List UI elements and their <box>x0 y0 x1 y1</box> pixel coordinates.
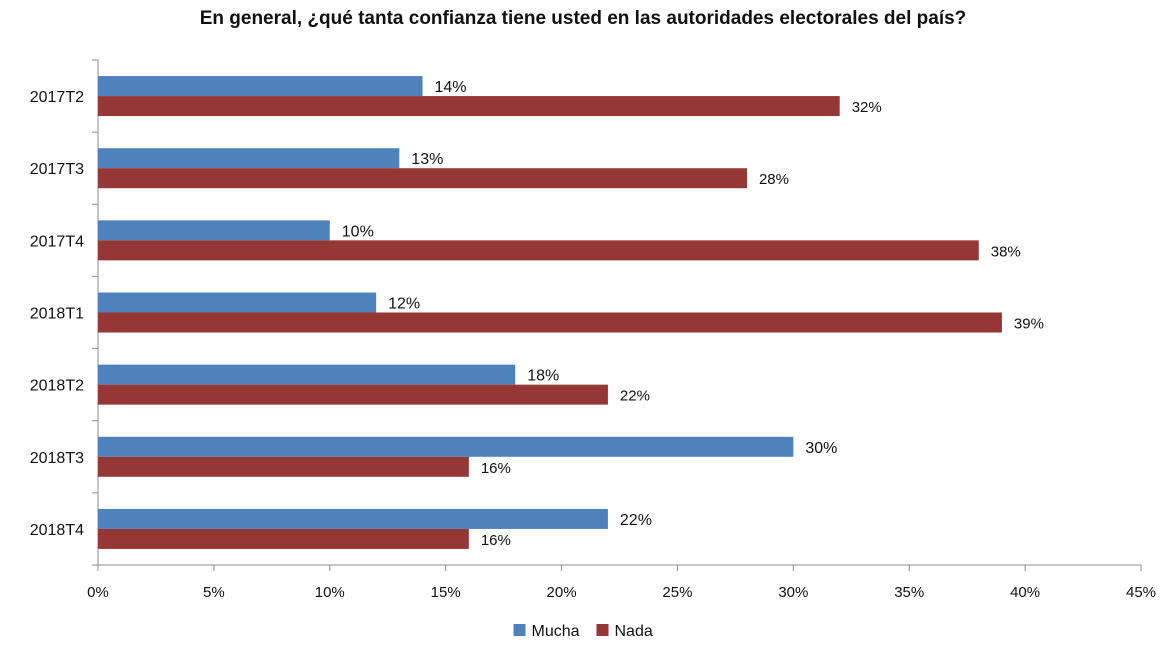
data-label-mucha: 13% <box>411 151 443 168</box>
x-tick-label: 40% <box>1010 584 1040 601</box>
data-label-nada: 16% <box>481 460 511 477</box>
x-tick-label: 5% <box>203 584 225 601</box>
x-tick-label: 20% <box>547 584 577 601</box>
data-label-nada: 22% <box>620 388 650 405</box>
category-label: 2018T3 <box>30 450 84 467</box>
bar-mucha <box>98 292 377 313</box>
bar-nada <box>98 528 469 549</box>
data-label-mucha: 22% <box>620 512 652 529</box>
legend-label-mucha: Mucha <box>532 623 580 640</box>
bar-nada <box>98 312 1002 333</box>
x-tick-label: 25% <box>662 584 692 601</box>
bar-nada <box>98 456 469 477</box>
data-label-nada: 28% <box>759 171 789 188</box>
chart-axes: 0% 5% 10% 15% 20% 25% 30% 35% 40% 45% <box>87 59 1156 601</box>
data-label-mucha: 10% <box>342 223 374 240</box>
bar-nada <box>98 240 979 261</box>
bar-nada <box>98 96 840 117</box>
data-label-mucha: 14% <box>434 79 466 96</box>
bar-mucha <box>98 364 516 385</box>
bar-mucha <box>98 76 423 97</box>
chart-title: En general, ¿qué tanta confianza tiene u… <box>199 8 967 29</box>
category-label: 2018T4 <box>30 522 84 539</box>
category-label: 2017T3 <box>30 161 84 178</box>
data-label-mucha: 30% <box>805 440 837 457</box>
legend-swatch-mucha <box>513 624 526 636</box>
chart-bars <box>98 76 1002 549</box>
category-label: 2018T1 <box>30 306 84 323</box>
bar-mucha <box>98 220 330 241</box>
bar-mucha <box>98 148 400 169</box>
data-label-mucha: 18% <box>527 368 559 385</box>
chart-labels: 2017T2 2017T3 2017T4 2018T1 2018T2 2018T3 2018… <box>30 79 1044 549</box>
chart-legend: Mucha Nada <box>513 623 653 640</box>
x-tick-label: 30% <box>778 584 808 601</box>
data-label-nada: 16% <box>481 532 511 549</box>
bar-mucha <box>98 508 608 529</box>
category-label: 2017T2 <box>30 89 84 106</box>
bar-nada <box>98 168 747 189</box>
data-label-nada: 39% <box>1014 316 1044 333</box>
x-tick-label: 0% <box>87 584 109 601</box>
data-label-nada: 32% <box>852 99 882 116</box>
x-tick-label: 15% <box>431 584 461 601</box>
bar-nada <box>98 384 608 405</box>
legend-label-nada: Nada <box>615 623 653 640</box>
category-label: 2018T2 <box>30 378 84 395</box>
x-tick-label: 10% <box>315 584 345 601</box>
x-tick-label: 45% <box>1126 584 1156 601</box>
data-label-nada: 38% <box>991 243 1021 260</box>
bar-mucha <box>98 436 794 457</box>
legend-swatch-nada <box>596 624 609 636</box>
category-label: 2017T4 <box>30 233 84 250</box>
x-tick-label: 35% <box>894 584 924 601</box>
data-label-mucha: 12% <box>388 296 420 313</box>
